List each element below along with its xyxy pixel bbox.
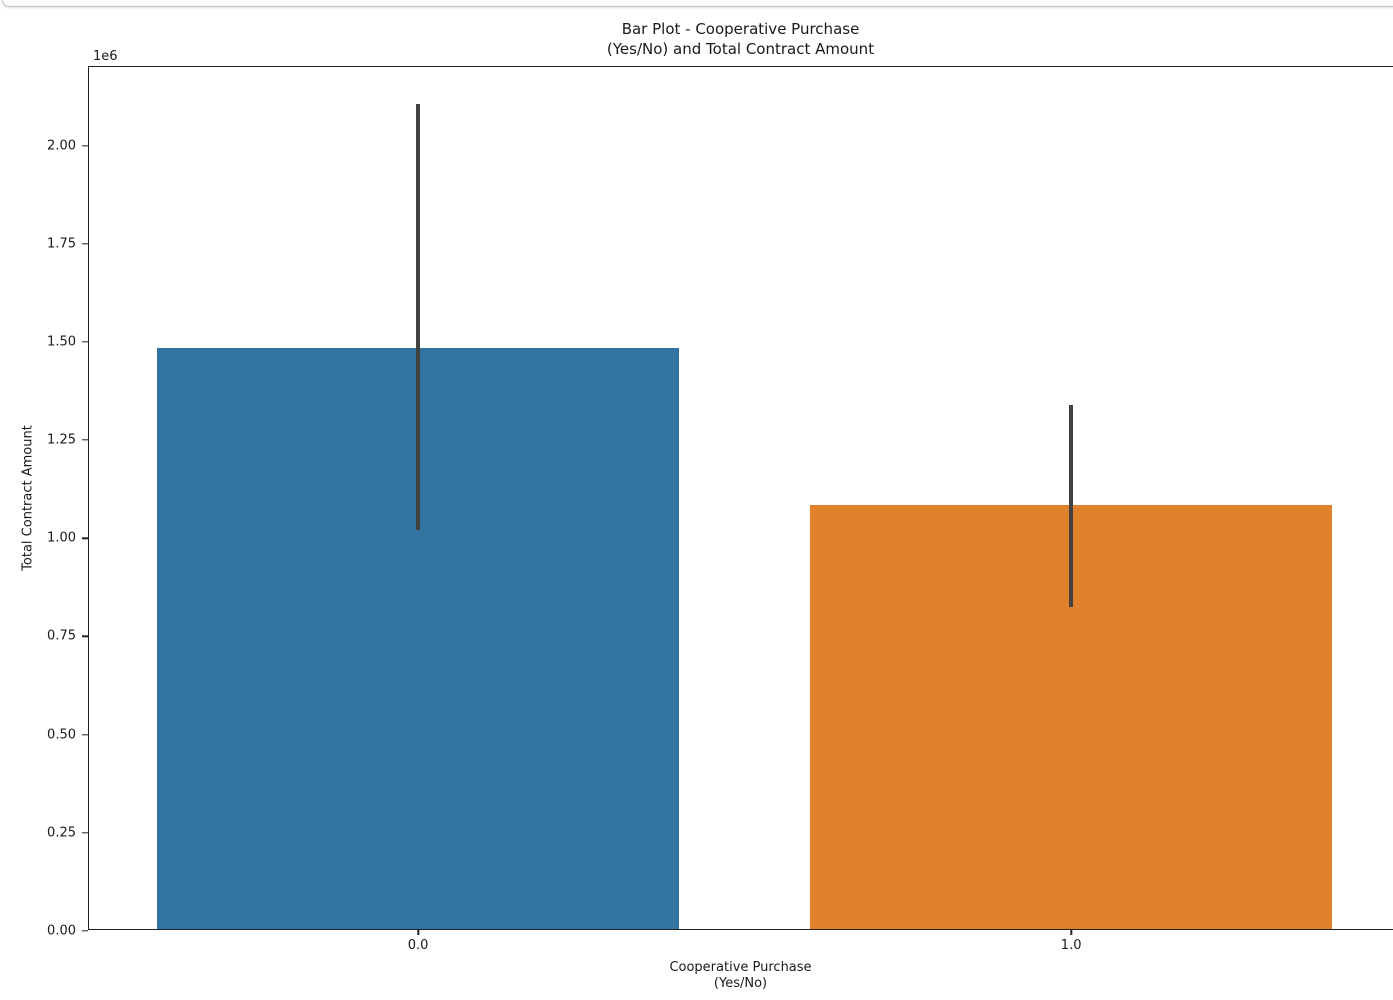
y-tick-label: 1.00 [47, 530, 76, 546]
x-tick-mark [417, 929, 419, 935]
y-tick-label: 1.75 [47, 236, 76, 252]
y-tick-label: 0.75 [47, 628, 76, 644]
y-tick-label: 1.25 [47, 432, 76, 448]
error-bar-0.0 [416, 104, 421, 531]
y-tick-mark [82, 144, 88, 147]
y-tick-mark [82, 243, 88, 245]
plot-area: 0.00 0.25 0.50 0.75 1.00 1.25 1.50 1.75 2.00 0.0 1… [47, 66, 1393, 953]
y-tick-mark [82, 439, 88, 441]
y-axis-label: Total Contract Amount [20, 425, 36, 571]
y-tick-label: 0.25 [47, 825, 76, 841]
x-tick-label: 1.0 [1060, 938, 1082, 953]
y-axis-offset-label: 1e6 [93, 49, 118, 64]
y-tick-mark [82, 832, 88, 834]
y-tick-label: 0.00 [47, 923, 76, 939]
y-tick-mark [82, 733, 88, 736]
x-tick-label: 0.0 [407, 938, 429, 953]
y-tick-mark [82, 341, 88, 343]
x-tick-mark [1070, 929, 1072, 935]
x-axis-label: Cooperative Purchase (Yes/No) [669, 960, 812, 992]
y-tick-mark [82, 537, 88, 539]
y-tick-label: 2.00 [47, 138, 76, 154]
y-tick-mark [82, 635, 88, 638]
chart-title: Bar Plot - Cooperative Purchase (Yes/No)… [606, 20, 875, 58]
y-tick-label: 0.50 [47, 727, 76, 743]
y-tick-mark [82, 930, 88, 932]
toolbar-bottom-edge [2, 0, 1393, 7]
y-tick-label: 1.50 [47, 334, 76, 350]
error-bar-1.0 [1069, 404, 1074, 607]
